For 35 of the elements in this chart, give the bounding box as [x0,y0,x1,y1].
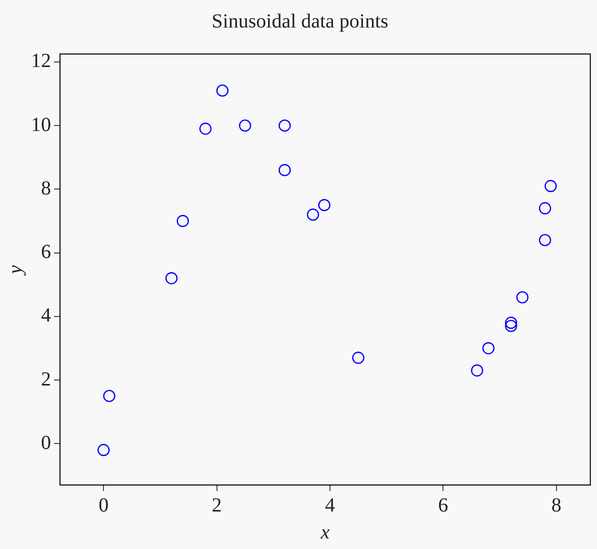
y-tick-label: 2 [41,368,51,390]
x-tick-label: 2 [212,494,222,516]
point [318,198,330,212]
y-tick-label: 8 [41,177,51,200]
point [278,164,291,176]
x-tick-label: 6 [438,494,448,516]
point [352,352,364,364]
point [165,272,178,284]
x-tick-label: 0 [98,494,109,516]
x-tick-label: 4 [324,494,335,516]
y-tick-label: 6 [41,241,51,264]
point [199,122,212,135]
point [482,342,495,354]
point [97,444,110,456]
x-axis-title: x [320,521,330,544]
point [278,119,291,132]
point [216,84,229,97]
y-tick-label: 12 [31,50,51,72]
point [504,320,518,332]
y-axis-title: y [4,264,26,276]
y-tick-label: 0 [41,432,51,454]
point [471,364,484,377]
point [516,291,528,304]
y-tick-label: 10 [31,114,51,136]
point [544,180,557,192]
point [538,234,552,246]
point [504,316,518,329]
point [306,208,320,221]
point [238,119,252,132]
chart-title: Sinusoidal data points [212,10,389,32]
point [103,390,116,402]
point [176,214,189,228]
y-tick-label: 4 [41,304,51,327]
x-tick-label: 8 [551,494,562,516]
point [538,202,552,214]
